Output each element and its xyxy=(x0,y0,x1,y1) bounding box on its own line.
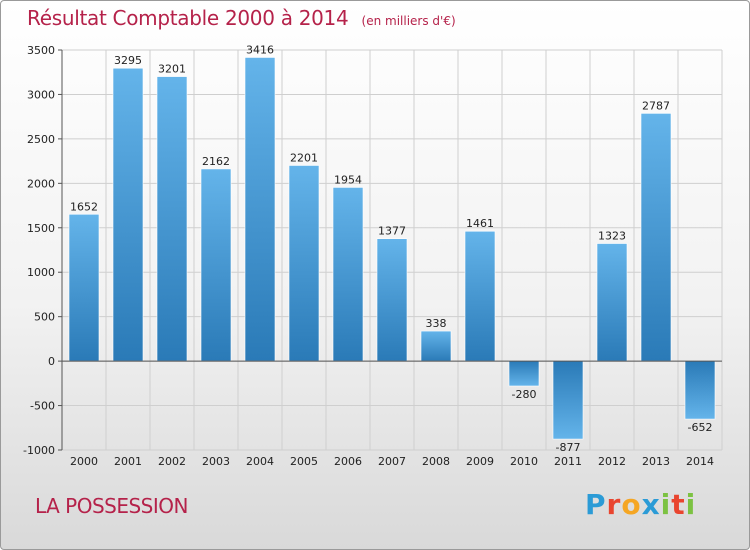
data-label-2006: 1954 xyxy=(334,173,362,186)
bar-2010 xyxy=(508,360,540,387)
logo-letter: r xyxy=(606,488,622,521)
data-label-2014: -652 xyxy=(688,421,713,434)
logo-letter: i xyxy=(660,488,672,521)
bar-2009 xyxy=(464,230,496,362)
y-tick-label: 2000 xyxy=(27,177,55,190)
bar-2004 xyxy=(244,57,276,362)
y-tick-label: 2500 xyxy=(27,133,55,146)
data-label-2008: 338 xyxy=(426,317,447,330)
y-tick-label: 3000 xyxy=(27,88,55,101)
x-tick-label: 2006 xyxy=(334,455,362,468)
bar-2012 xyxy=(596,243,628,362)
data-label-2003: 2162 xyxy=(202,155,230,168)
bar-2013 xyxy=(640,113,672,362)
x-tick-label: 2002 xyxy=(158,455,186,468)
data-label-2013: 2787 xyxy=(642,99,670,112)
logo-letter: i xyxy=(685,488,697,521)
data-label-2010: -280 xyxy=(512,388,537,401)
logo-letter: t xyxy=(671,488,686,521)
data-label-2009: 1461 xyxy=(466,217,494,230)
bar-2014 xyxy=(684,360,716,420)
x-tick-label: 2007 xyxy=(378,455,406,468)
x-tick-label: 2012 xyxy=(598,455,626,468)
x-tick-label: 2009 xyxy=(466,455,494,468)
x-tick-label: 2011 xyxy=(554,455,582,468)
data-label-2011: -877 xyxy=(556,441,581,454)
bar-2002 xyxy=(156,76,188,362)
bar-2000 xyxy=(68,213,100,362)
y-tick-label: 500 xyxy=(34,311,55,324)
data-label-2001: 3295 xyxy=(114,54,142,67)
y-tick-label: 1500 xyxy=(27,222,55,235)
bar-2006 xyxy=(332,187,364,362)
bar-2008 xyxy=(420,330,452,362)
y-tick-label: 3500 xyxy=(27,44,55,57)
bar-2003 xyxy=(200,168,232,362)
x-tick-label: 2008 xyxy=(422,455,450,468)
commune-name: LA POSSESSION xyxy=(35,494,188,518)
bar-2005 xyxy=(288,165,320,362)
data-label-2004: 3416 xyxy=(246,43,274,56)
data-label-2005: 2201 xyxy=(290,151,318,164)
chart-header: Résultat Comptable 2000 à 2014 (en milli… xyxy=(27,6,456,30)
data-label-2000: 1652 xyxy=(70,200,98,213)
y-tick-label: 0 xyxy=(48,355,55,368)
data-label-2012: 1323 xyxy=(598,230,626,243)
bar-2007 xyxy=(376,238,408,362)
y-tick-label: -500 xyxy=(30,400,55,413)
bar-2001 xyxy=(112,67,144,362)
axes: -1000 -500 0 500 1000 1500 2000 2500 3000 3500 xyxy=(23,44,722,457)
x-tick-label: 2004 xyxy=(246,455,274,468)
data-label-2007: 1377 xyxy=(378,225,406,238)
x-tick-label: 2014 xyxy=(686,455,714,468)
x-tick-label: 2001 xyxy=(114,455,142,468)
x-tick-label: 2005 xyxy=(290,455,318,468)
x-tick-label: 2010 xyxy=(510,455,538,468)
logo-letter: o xyxy=(621,488,642,521)
logo-letter: P xyxy=(585,488,607,521)
chart-subtitle: (en milliers d'€) xyxy=(361,14,456,28)
x-tick-label: 2000 xyxy=(70,455,98,468)
bar-2011 xyxy=(552,360,584,440)
bars xyxy=(68,57,716,440)
x-tick-label: 2003 xyxy=(202,455,230,468)
logo-letter: x xyxy=(641,488,661,521)
labels: 1652 2000 3295 2001 3201 2002 2162 2003 3416 2004… xyxy=(70,43,714,468)
y-tick-label: -1000 xyxy=(23,444,55,457)
chart-title: Résultat Comptable 2000 à 2014 xyxy=(27,6,349,30)
proxiti-logo: Proxiti xyxy=(585,488,696,521)
y-tick-label: 1000 xyxy=(27,266,55,279)
data-label-2002: 3201 xyxy=(158,63,186,76)
x-tick-label: 2013 xyxy=(642,455,670,468)
